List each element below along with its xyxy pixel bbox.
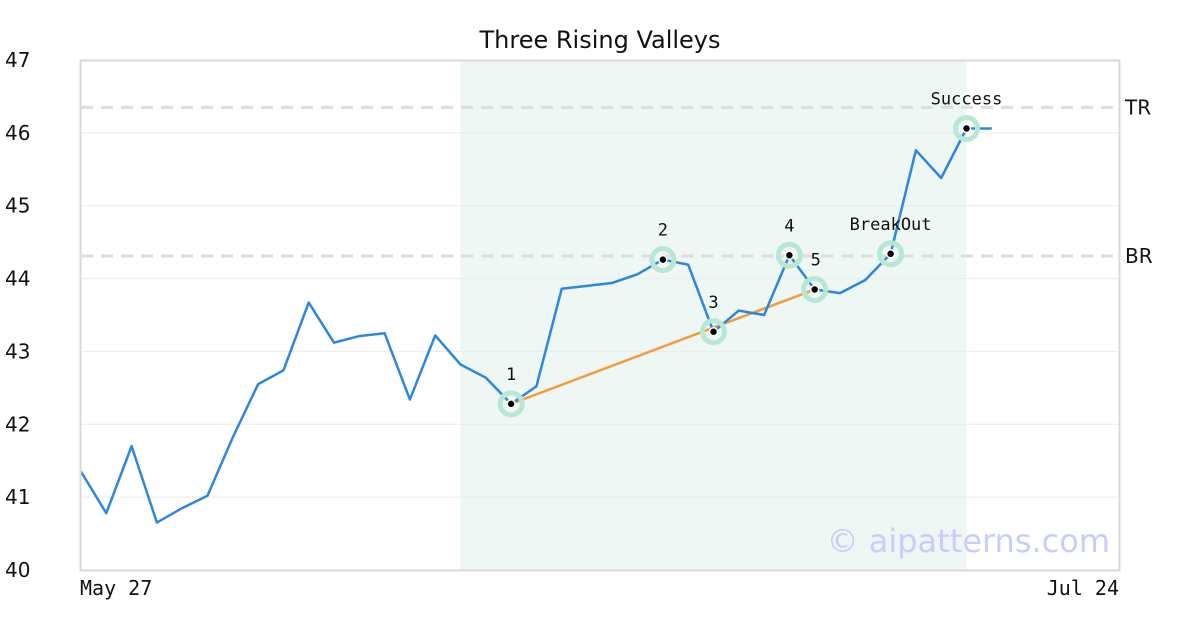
point-label: 2 [658, 221, 668, 241]
y-tick-label: 47 [5, 48, 30, 72]
x-tick-label: May 27 [80, 576, 152, 600]
y-tick-label: 43 [5, 339, 30, 363]
y-tick-label: 41 [5, 485, 30, 509]
trendline-layer [510, 288, 816, 406]
y-tick-label: 44 [5, 267, 30, 291]
pattern-points: 1 2 3 45 BreakOut Success [497, 89, 1003, 418]
point-label: 1 [506, 365, 516, 385]
pattern-region-layer [460, 60, 967, 570]
y-tick-label: 46 [5, 121, 30, 145]
y-tick-labels: 40 41 42 43 44 45 46 47 [5, 48, 30, 582]
reference-label-br: BR [1125, 244, 1153, 268]
y-tick-label: 40 [5, 558, 30, 582]
x-tick-label: Jul 24 [1047, 576, 1119, 600]
point-halo [700, 318, 727, 346]
price-line [79, 127, 992, 524]
point-label: 4 [784, 216, 794, 236]
point-halo [497, 390, 525, 418]
point-label: Success [931, 89, 1003, 109]
point-marker [961, 123, 972, 134]
point-halo [953, 114, 980, 142]
point-marker [506, 399, 516, 409]
point-label: 3 [708, 293, 718, 313]
point-halo [877, 240, 905, 268]
y-tick-label: 42 [5, 412, 30, 436]
point-marker [885, 249, 896, 259]
point-marker [809, 284, 820, 295]
chart-title: Three Rising Valleys [478, 26, 720, 54]
trendline [510, 288, 816, 406]
point-label: BreakOut [850, 215, 932, 235]
point-marker [784, 250, 795, 261]
point-halo [649, 246, 677, 274]
gridlines [81, 132, 1119, 498]
reference-label-tr: TR [1124, 95, 1151, 119]
pattern-region [460, 60, 967, 570]
plot-frame [79, 59, 1121, 572]
point-marker [658, 254, 668, 265]
y-tick-label: 45 [5, 194, 30, 218]
reference-lines: TR BR [81, 95, 1153, 268]
price-line-layer [79, 127, 992, 524]
point-halo [801, 276, 829, 303]
point-halo [775, 241, 803, 269]
watermark: © aipatterns.com [827, 522, 1110, 560]
point-marker [708, 327, 719, 337]
point-label: 5 [811, 251, 821, 271]
x-tick-labels: May 27 Jul 24 [80, 576, 1119, 600]
